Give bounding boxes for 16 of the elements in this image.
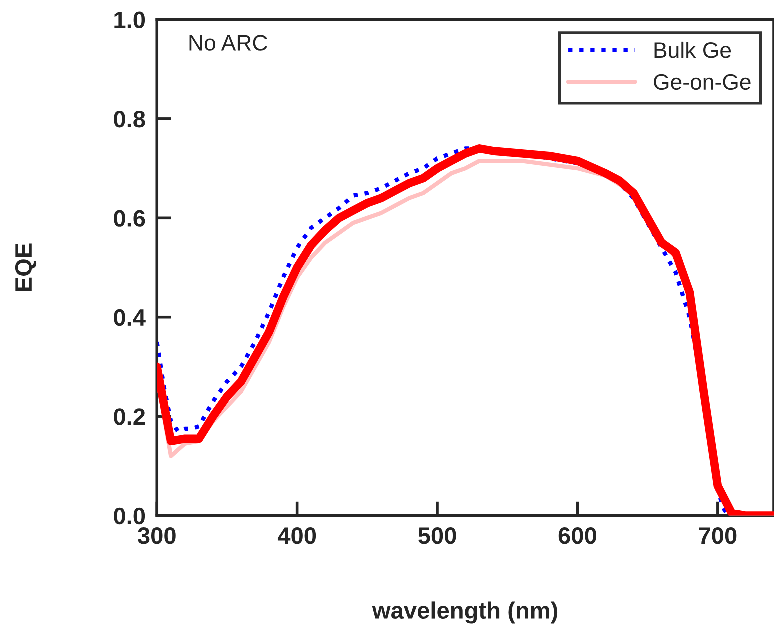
legend-label: Ge-on-Ge [654, 74, 751, 90]
y-tick-label: 0.8 [114, 111, 146, 128]
x-tick-label: 500 [418, 528, 456, 544]
y-tick-label: 0.6 [114, 210, 146, 227]
x-tick-label: 700 [699, 528, 737, 544]
annotation: No ARC [190, 35, 268, 51]
x-axis-title: wavelength (nm) [372, 602, 558, 624]
y-tick-label: 0.0 [114, 508, 146, 525]
y-tick-label: 0.4 [114, 309, 146, 326]
x-tick-label: 400 [278, 528, 316, 544]
x-tick-label: 300 [138, 528, 176, 544]
x-tick-label: 600 [558, 528, 596, 544]
y-tick-label: 0.2 [114, 408, 146, 426]
y-axis-title: EQE [15, 244, 37, 292]
legend-label: Bulk Ge [654, 42, 732, 58]
y-tick-label: 1.0 [114, 12, 146, 29]
